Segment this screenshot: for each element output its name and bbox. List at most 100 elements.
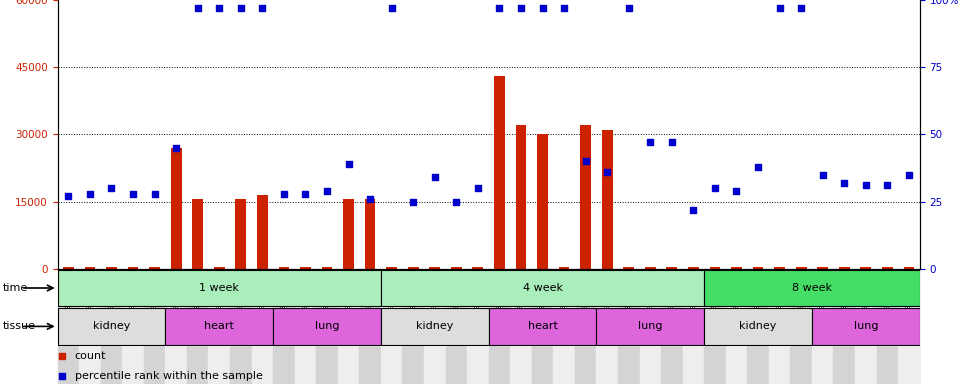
Text: heart: heart (204, 321, 234, 331)
Bar (553, 269, 575, 384)
Bar (704, 269, 726, 384)
Bar (839, 267, 850, 269)
Point (664, 139, 680, 146)
Bar (171, 148, 181, 269)
Point (168, 145, 183, 151)
Text: 4 week: 4 week (522, 283, 563, 293)
Bar (796, 267, 806, 269)
Bar (538, 134, 548, 269)
Bar (235, 199, 246, 269)
Bar (683, 0, 704, 269)
Text: lung: lung (315, 321, 339, 331)
Bar (575, 269, 596, 384)
Point (54, 372, 69, 379)
Bar (709, 267, 720, 269)
Bar (602, 130, 612, 269)
Text: kidney: kidney (416, 321, 453, 331)
Bar (273, 308, 381, 345)
Bar (257, 195, 268, 269)
Point (642, 139, 658, 146)
Bar (753, 267, 763, 269)
Bar (769, 269, 790, 384)
Point (901, 172, 917, 178)
Bar (732, 267, 742, 269)
Bar (252, 0, 273, 269)
Bar (144, 269, 165, 384)
Text: kidney: kidney (93, 321, 131, 331)
Bar (424, 269, 445, 384)
Point (126, 190, 141, 197)
Bar (747, 269, 769, 384)
Bar (230, 269, 252, 384)
Point (621, 5, 636, 11)
Point (772, 5, 787, 11)
Bar (208, 269, 230, 384)
Point (104, 185, 119, 191)
Bar (445, 0, 468, 269)
Bar (489, 308, 596, 345)
Bar (855, 269, 876, 384)
Bar (489, 269, 510, 384)
Bar (79, 269, 101, 384)
Point (341, 161, 356, 167)
Bar (84, 267, 95, 269)
Bar (833, 0, 855, 269)
Bar (553, 0, 575, 269)
Point (298, 190, 313, 197)
Bar (402, 0, 424, 269)
Point (578, 158, 593, 164)
Point (83, 190, 98, 197)
Bar (510, 269, 532, 384)
Bar (833, 269, 855, 384)
Bar (273, 0, 295, 269)
Point (320, 188, 335, 194)
Bar (580, 126, 591, 269)
Bar (445, 269, 468, 384)
Bar (468, 269, 489, 384)
Point (836, 180, 852, 186)
Bar (381, 270, 704, 306)
Text: kidney: kidney (739, 321, 777, 331)
Bar (424, 0, 445, 269)
Text: tissue: tissue (3, 321, 36, 331)
Bar (58, 270, 381, 306)
Bar (645, 267, 656, 269)
Bar (165, 0, 187, 269)
Bar (494, 76, 505, 269)
Bar (876, 0, 899, 269)
Bar (812, 269, 833, 384)
Bar (192, 199, 204, 269)
Point (557, 5, 572, 11)
Point (470, 185, 486, 191)
Bar (165, 269, 187, 384)
Point (384, 5, 399, 11)
Point (879, 182, 895, 189)
Point (708, 185, 723, 191)
Point (794, 5, 809, 11)
Point (599, 169, 614, 175)
Bar (899, 269, 920, 384)
Bar (365, 199, 375, 269)
Bar (639, 0, 661, 269)
Point (751, 164, 766, 170)
Bar (149, 267, 160, 269)
Text: lung: lung (853, 321, 878, 331)
Point (427, 174, 443, 180)
Bar (489, 0, 510, 269)
Bar (322, 267, 332, 269)
Text: 1 week: 1 week (200, 283, 239, 293)
Bar (683, 269, 704, 384)
Bar (855, 0, 876, 269)
Bar (596, 308, 704, 345)
Bar (359, 269, 381, 384)
Bar (618, 269, 639, 384)
Bar (128, 267, 138, 269)
Bar (359, 0, 381, 269)
Bar (122, 269, 144, 384)
Point (815, 172, 830, 178)
Bar (230, 0, 252, 269)
Text: 8 week: 8 week (792, 283, 832, 293)
Bar (451, 267, 462, 269)
Bar (63, 267, 74, 269)
Point (276, 190, 292, 197)
